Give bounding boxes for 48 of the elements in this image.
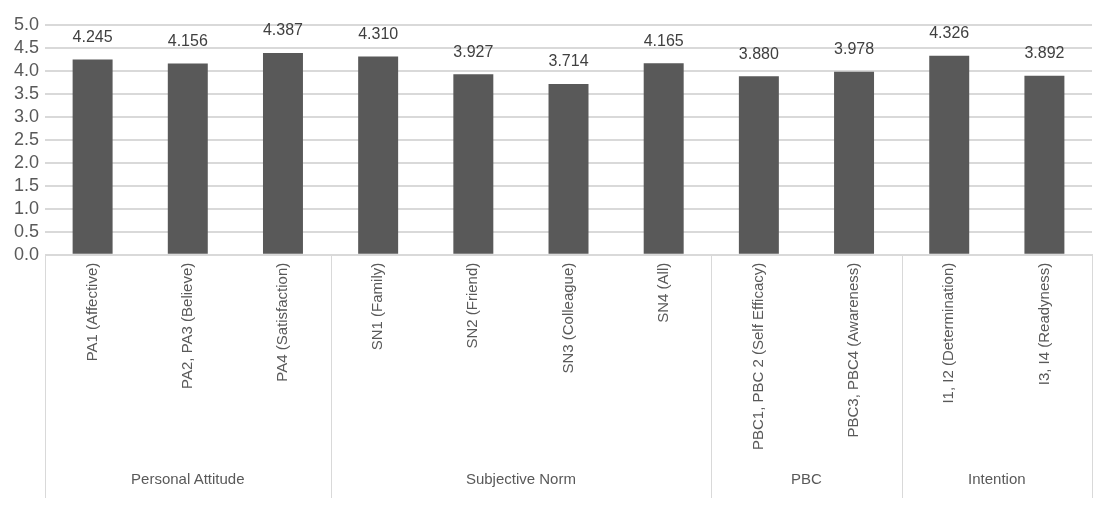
data-label: 3.927: [453, 42, 494, 60]
data-label: 3.714: [548, 52, 589, 70]
bar: [643, 63, 684, 254]
data-label: 4.387: [262, 21, 304, 39]
y-tick-label: 2.5: [13, 128, 40, 149]
text: Personal Attitude: [131, 470, 245, 488]
x-tick-label: SN4 (All): [653, 262, 671, 323]
bar: [1024, 75, 1065, 254]
x-tick-label: I1, I2 (Determination): [939, 262, 957, 404]
data-label: 4.326: [929, 24, 970, 42]
x-tick-label: SN1 (Family): [368, 262, 386, 351]
bar: [72, 59, 113, 254]
data-label: 3.978: [834, 40, 875, 58]
y-tick-label: 3.0: [13, 105, 40, 126]
x-tick-label: SN3 (Colleague): [558, 262, 576, 374]
y-tick-label: 0.0: [13, 243, 40, 264]
bar: [167, 63, 208, 254]
y-tick-label: 2.0: [13, 151, 40, 172]
text: Subjective Norm: [465, 470, 576, 488]
y-tick-label: 3.5: [13, 82, 40, 103]
x-tick-label: SN2 (Friend): [463, 262, 481, 349]
bar: [929, 55, 970, 254]
bar: [358, 56, 399, 254]
x-tick-label: PBC1, PBC 2 (Self Efficacy): [749, 262, 767, 451]
x-tick-label: PA1 (Affective): [82, 262, 100, 362]
bar: [262, 52, 303, 254]
y-tick-label: 4.0: [13, 59, 40, 80]
x-tick-label: I3, I4 (Readyness): [1034, 262, 1052, 386]
text: Intention: [968, 470, 1026, 488]
x-tick-label: PBC3, PBC4 (Awareness): [844, 262, 862, 438]
bar: [548, 83, 589, 254]
y-tick-label: 4.5: [13, 36, 40, 57]
y-tick-label: 0.5: [13, 220, 40, 241]
bar: [738, 76, 779, 254]
x-tick-label: PA2, PA3 (Believe): [177, 262, 195, 389]
data-label: 4.165: [643, 31, 684, 49]
bar: [453, 74, 494, 254]
bar: [834, 71, 875, 254]
data-label: 4.245: [72, 27, 113, 45]
y-tick-label: 1.0: [13, 197, 40, 218]
y-tick-label: 5.0: [13, 13, 40, 34]
x-tick-label: PA4 (Satisfaction): [273, 262, 291, 382]
data-label: 4.156: [167, 32, 208, 50]
data-label: 4.310: [358, 24, 399, 42]
y-tick-label: 1.5: [13, 174, 40, 195]
data-label: 3.892: [1024, 44, 1065, 62]
text: PBC: [791, 470, 823, 488]
data-label: 3.880: [738, 44, 779, 62]
